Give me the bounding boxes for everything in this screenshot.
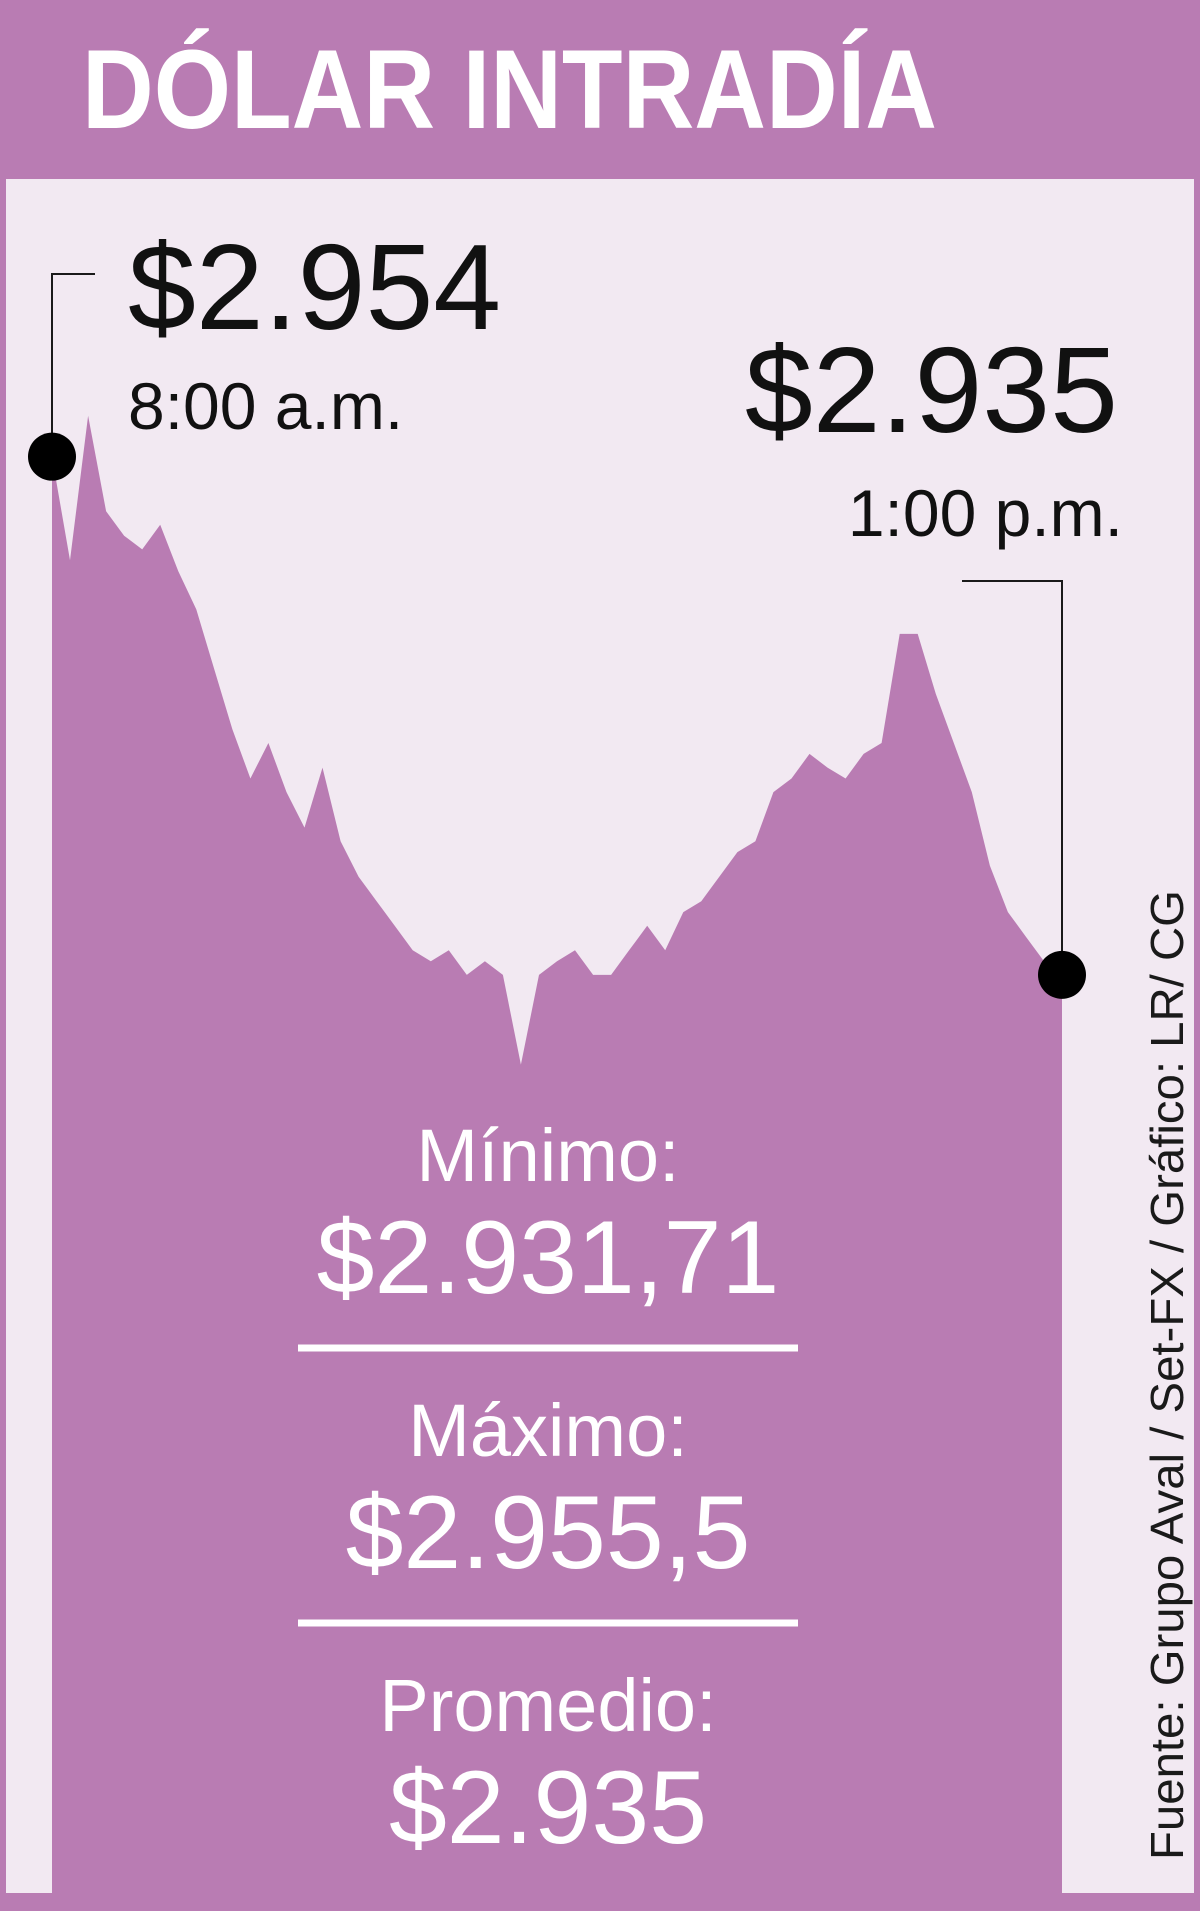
source-note: Fuente: Grupo Aval / Set-FX / Gráfico: L… [1141, 890, 1193, 1860]
chart-title: DÓLAR INTRADÍA [82, 27, 937, 152]
bottom-band [0, 1893, 1200, 1911]
x-label: 8:00 a.m. [128, 369, 403, 443]
leader-line [962, 580, 1063, 975]
header-band [0, 0, 1200, 179]
leader-line [51, 273, 95, 457]
stat-value: $2.935 [389, 1750, 707, 1866]
stat-value: $2.931,71 [317, 1200, 780, 1316]
plot-area [52, 415, 1062, 1895]
stat-label: Promedio: [379, 1664, 716, 1747]
area [52, 415, 1062, 1895]
x-label: 1:00 p.m. [848, 476, 1123, 550]
start-point [28, 432, 76, 481]
stat-value: $2.955,5 [346, 1475, 751, 1591]
end-point [1038, 950, 1086, 999]
stat-label: Mínimo: [416, 1114, 679, 1197]
data-label: $2.954 [128, 219, 501, 355]
stat-label: Máximo: [408, 1389, 688, 1472]
data-label: $2.935 [745, 322, 1118, 458]
